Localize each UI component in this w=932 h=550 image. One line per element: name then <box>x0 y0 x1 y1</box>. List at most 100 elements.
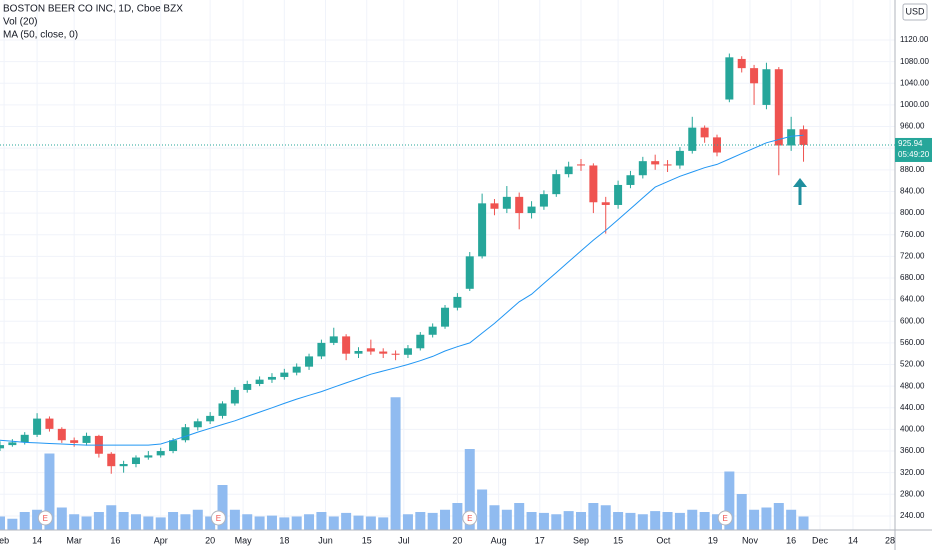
volume-bar <box>452 503 463 530</box>
candle-body <box>8 442 17 446</box>
candle-body <box>589 165 598 203</box>
x-tick-label: Dec <box>812 535 829 545</box>
candle-body <box>342 336 351 354</box>
volume-bar <box>143 516 154 530</box>
volume-bar <box>798 516 809 530</box>
candle-body <box>577 164 586 166</box>
candle-body <box>45 418 54 429</box>
ma-legend: MA (50, close, 0) <box>3 30 78 41</box>
candle-body <box>20 434 29 443</box>
volume-bar <box>786 509 797 530</box>
volume-bar <box>93 512 104 530</box>
candle-body <box>465 256 474 289</box>
volume-bar <box>19 512 30 530</box>
volume-bar <box>464 449 475 530</box>
y-tick-label: 880.00 <box>900 165 925 174</box>
candle-body <box>515 196 524 214</box>
y-tick-label: 600.00 <box>900 316 925 325</box>
x-tick-label: Aug <box>491 535 507 545</box>
volume-bar <box>551 514 562 530</box>
volume-bar <box>477 489 488 530</box>
candle-body <box>762 69 771 105</box>
volume-bar <box>736 494 747 530</box>
candle-body <box>663 164 672 166</box>
volume-bar <box>168 512 179 530</box>
candle-body <box>218 403 227 416</box>
candle-body <box>453 296 462 308</box>
volume-bar <box>229 509 240 530</box>
volume-bar <box>538 512 549 530</box>
y-tick-label: 560.00 <box>900 338 925 347</box>
volume-bar <box>674 512 685 530</box>
earnings-marker <box>462 510 478 526</box>
countdown: 05:49:20 <box>898 150 930 159</box>
volume-bar <box>304 514 315 530</box>
volume-bar <box>44 453 55 530</box>
y-tick-label: 280.00 <box>900 489 925 498</box>
candle-body <box>230 389 239 404</box>
x-tick-label: 16 <box>786 535 796 545</box>
volume-bar <box>699 512 710 530</box>
x-tick-label: 16 <box>110 535 120 545</box>
volume-bar <box>749 509 760 530</box>
candle-body <box>428 326 437 335</box>
chart-title: BOSTON BEER CO INC, 1D, Cboe BZX <box>3 4 183 15</box>
volume-bar <box>773 503 784 530</box>
x-tick-label: 18 <box>279 535 289 545</box>
volume-bar <box>588 503 599 530</box>
y-tick-label: 760.00 <box>900 230 925 239</box>
earnings-marker <box>717 510 733 526</box>
y-tick-label: 720.00 <box>900 251 925 260</box>
volume-bar <box>625 512 636 530</box>
volume-bar <box>613 512 624 530</box>
candle-body <box>725 57 734 100</box>
earnings-label: E <box>723 514 728 523</box>
volume-bar <box>526 512 537 530</box>
volume-bar <box>724 471 735 530</box>
volume-pane <box>0 397 809 530</box>
volume-bar <box>440 509 451 530</box>
candle-body <box>131 457 140 465</box>
moving-average <box>0 134 804 446</box>
volume-bar <box>32 509 43 530</box>
candle-body <box>614 184 623 205</box>
candle-body <box>502 196 511 209</box>
y-tick-label: 840.00 <box>900 187 925 196</box>
x-tick-label: Apr <box>154 535 168 545</box>
volume-bar <box>56 507 67 530</box>
candle-body <box>70 440 79 443</box>
currency-box[interactable] <box>902 3 928 21</box>
x-tick-label: 19 <box>708 535 718 545</box>
candle-body <box>750 68 759 84</box>
volume-bar <box>242 514 253 530</box>
candle-body <box>292 366 301 373</box>
y-tick-label: 680.00 <box>900 273 925 282</box>
x-tick-label: 20 <box>452 535 462 545</box>
volume-bar <box>7 518 18 530</box>
volume-bar <box>353 515 364 530</box>
y-tick-label: 1040.00 <box>900 78 929 87</box>
candle-body <box>403 348 412 355</box>
candle-body <box>243 383 252 390</box>
candle-body <box>700 127 709 138</box>
volume-bar <box>711 514 722 530</box>
candle-body <box>651 161 660 165</box>
x-tick-label: Sep <box>573 535 589 545</box>
candle-body <box>144 455 153 458</box>
volume-bar <box>254 516 265 530</box>
y-tick-label: 640.00 <box>900 295 925 304</box>
y-tick-label: 960.00 <box>900 122 925 131</box>
volume-bar <box>341 512 352 530</box>
candle-body <box>33 418 42 435</box>
candle-body <box>774 69 783 146</box>
candle-body <box>527 206 536 214</box>
volume-bar <box>576 512 587 530</box>
x-tick-label: Jul <box>398 535 410 545</box>
candle-body <box>317 342 326 357</box>
candle-body <box>354 350 363 354</box>
candle-body <box>181 427 190 441</box>
y-tick-label: 800.00 <box>900 208 925 217</box>
volume-bar <box>81 516 92 530</box>
candle-body <box>552 174 561 195</box>
